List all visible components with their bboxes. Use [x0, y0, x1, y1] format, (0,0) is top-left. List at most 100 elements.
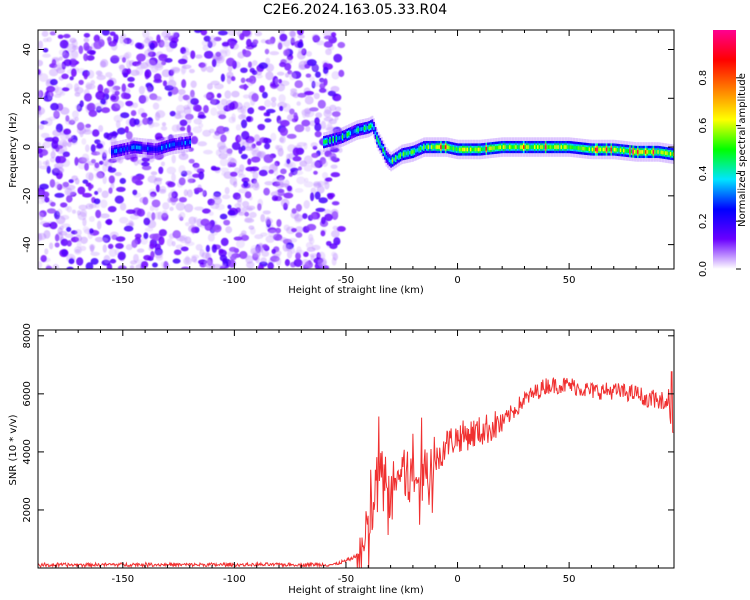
- spectrogram-cell: [75, 234, 82, 242]
- spectrogram-cell: [313, 92, 320, 100]
- spectrogram-cell: [53, 166, 64, 173]
- spectrogram-cell: [270, 132, 277, 142]
- spectrogram-cell: [320, 120, 326, 130]
- spectrogram-cell: [159, 185, 167, 193]
- spectrogram-cell: [71, 110, 79, 119]
- spectrogram-cell: [190, 97, 199, 106]
- spectrogram-cell: [558, 145, 561, 149]
- spectrogram-cell: [142, 146, 145, 150]
- spectrogram-cell: [316, 40, 325, 46]
- spectrogram-cell: [258, 169, 268, 177]
- spectrogram-cell: [291, 208, 297, 214]
- spectrogram-cell: [437, 145, 439, 149]
- spectrogram-cell: [86, 102, 96, 112]
- spectrogram-cell: [169, 40, 178, 49]
- spectrogram-cell: [243, 101, 251, 109]
- spectrogram-cell: [167, 181, 176, 188]
- spectrogram-cell: [134, 145, 137, 150]
- spectrogram-cell: [310, 142, 318, 148]
- spectrogram-cell: [258, 105, 266, 111]
- spectrogram-cell: [323, 35, 333, 40]
- spectrogram-cell: [137, 145, 140, 150]
- spectrogram-cell: [125, 209, 136, 215]
- spectrogram-cell: [39, 183, 49, 190]
- spectrogram-cell: [373, 126, 375, 130]
- spectrogram-cell: [105, 72, 113, 78]
- spectrogram-cell: [235, 239, 245, 249]
- spectrogram-cell: [279, 135, 286, 144]
- spectrogram-cell: [130, 110, 137, 117]
- spectrogram-cell: [82, 226, 90, 232]
- spectrogram-cell: [168, 143, 171, 148]
- x-tick-label: -50: [338, 275, 354, 286]
- spectrogram-cell: [215, 51, 222, 57]
- spectrogram-cell: [111, 150, 113, 154]
- spectrogram-cell: [61, 249, 68, 257]
- spectrogram-cell: [85, 262, 94, 269]
- spectrogram-cell: [329, 138, 332, 143]
- spectrogram-cell: [513, 145, 516, 149]
- spectrogram-cell: [108, 40, 117, 47]
- spectrogram-cell: [629, 149, 632, 154]
- spectrogram-cell: [315, 112, 323, 119]
- spectrogram-cell: [483, 147, 486, 151]
- spectrogram-cell: [219, 158, 229, 167]
- spectrogram-cell: [247, 77, 255, 87]
- spectrogram-cell: [265, 71, 274, 81]
- spectrogram-cell: [234, 102, 243, 110]
- spectrogram-cell: [132, 145, 135, 149]
- spectrogram-cell: [560, 145, 563, 149]
- spectrogram-cell: [178, 152, 189, 161]
- spectrogram-cell: [341, 135, 344, 139]
- spectrogram-cell: [296, 101, 301, 106]
- spectrogram-cell: [69, 37, 77, 44]
- spectrogram-cell: [177, 214, 183, 220]
- spectrogram-cell: [170, 68, 175, 75]
- spectrogram-cell: [260, 232, 268, 237]
- spectrogram-cell: [355, 128, 358, 133]
- spectrogram-cell: [455, 147, 458, 152]
- spectrogram-cell: [211, 244, 218, 253]
- spectrogram-cell: [303, 181, 314, 188]
- spectrogram-cell: [48, 116, 57, 121]
- spectrogram-cell: [262, 244, 269, 249]
- spectrogram-cell: [63, 33, 71, 39]
- spectrogram-cell: [323, 78, 328, 86]
- spectrogram-cell: [156, 147, 159, 152]
- spectrogram-cell: [178, 94, 184, 102]
- spectrogram-cell: [424, 145, 427, 149]
- spectrogram-cell: [212, 224, 222, 233]
- spectrogram-cell: [148, 146, 151, 151]
- spectrogram-cell: [129, 265, 135, 269]
- spectrogram-cell: [240, 77, 246, 84]
- spectrogram-cell: [83, 93, 92, 102]
- spectrogram-cell: [38, 261, 43, 269]
- spectrogram-cell: [96, 142, 103, 149]
- spectrogram-cell: [526, 145, 529, 149]
- spectrogram-cell: [574, 145, 577, 150]
- spectrogram-cell: [291, 228, 297, 233]
- spectrogram-cell: [38, 73, 49, 82]
- spectrogram-cell: [56, 155, 67, 164]
- spectrogram-cell: [308, 233, 314, 242]
- spectrogram-cell: [160, 161, 166, 167]
- spectrogram-cell: [218, 153, 228, 160]
- spectrogram-cell: [275, 189, 286, 194]
- spectrogram-cell: [457, 147, 460, 152]
- spectrogram-cell: [369, 124, 372, 129]
- spectrogram-cell: [505, 145, 508, 149]
- spectrogram-cell: [449, 146, 452, 150]
- spectrogram-cell: [309, 107, 319, 112]
- spectrogram-cell: [225, 226, 233, 234]
- spectrogram-cell: [112, 149, 115, 154]
- colorbar-tick-label: 0.8: [698, 70, 709, 86]
- spectrogram-y-label: Frequency (Hz): [8, 112, 19, 188]
- spectrogram-cell: [58, 230, 68, 236]
- x-tick-label: -100: [223, 275, 246, 286]
- spectrogram-cell: [49, 242, 54, 250]
- spectrogram-cell: [89, 50, 96, 56]
- spectrogram-cell: [210, 107, 218, 116]
- spectrogram-x-ticks: -150 -100 -50 0 50: [55, 30, 659, 286]
- spectrogram-cell: [87, 69, 95, 79]
- spectrogram-cell: [241, 130, 250, 140]
